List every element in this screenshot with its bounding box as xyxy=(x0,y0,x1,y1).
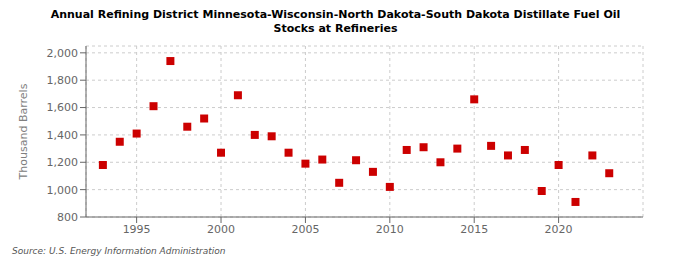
svg-text:2010: 2010 xyxy=(376,223,404,236)
html-text:Source: U.S. Energy Informatio: Source: U.S. Energy Information Administ… xyxy=(12,246,226,256)
svg-text:2015: 2015 xyxy=(460,223,488,236)
svg-text:2,000: 2,000 xyxy=(47,47,79,60)
svg-text:1995: 1995 xyxy=(123,223,151,236)
svg-text:Thousand Barrels: Thousand Barrels xyxy=(17,83,30,180)
svg-text:2000: 2000 xyxy=(207,223,235,236)
svg-text:2020: 2020 xyxy=(545,223,573,236)
svg-text:1,200: 1,200 xyxy=(47,156,79,169)
svg-text:1,000: 1,000 xyxy=(47,184,79,197)
html-text:Annual Refining District Minne: Annual Refining District Minnesota-Wisco… xyxy=(50,8,621,21)
html-text:Stocks at Refineries: Stocks at Refineries xyxy=(273,22,398,35)
svg-text:800: 800 xyxy=(57,211,78,224)
svg-text:1,600: 1,600 xyxy=(47,101,79,114)
svg-text:1,800: 1,800 xyxy=(47,74,79,87)
svg-text:2005: 2005 xyxy=(291,223,319,236)
svg-text:1,400: 1,400 xyxy=(47,129,79,142)
